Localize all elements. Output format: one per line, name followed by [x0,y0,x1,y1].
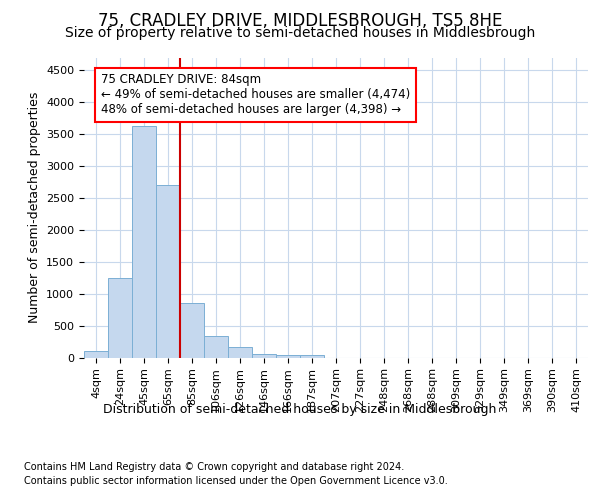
Text: 75, CRADLEY DRIVE, MIDDLESBROUGH, TS5 8HE: 75, CRADLEY DRIVE, MIDDLESBROUGH, TS5 8H… [98,12,502,30]
Bar [204,336,228,357]
Y-axis label: Number of semi-detached properties: Number of semi-detached properties [28,92,41,323]
Text: 75 CRADLEY DRIVE: 84sqm
← 49% of semi-detached houses are smaller (4,474)
48% of: 75 CRADLEY DRIVE: 84sqm ← 49% of semi-de… [101,74,410,116]
Bar [300,355,324,358]
Text: Distribution of semi-detached houses by size in Middlesbrough: Distribution of semi-detached houses by … [103,402,497,415]
Bar [276,354,300,358]
Bar [228,348,252,358]
Bar [180,303,204,358]
Text: Contains HM Land Registry data © Crown copyright and database right 2024.: Contains HM Land Registry data © Crown c… [24,462,404,472]
Bar [252,354,276,358]
Bar [132,126,156,358]
Bar [84,351,108,358]
Bar [156,185,180,358]
Text: Size of property relative to semi-detached houses in Middlesbrough: Size of property relative to semi-detach… [65,26,535,40]
Text: Contains public sector information licensed under the Open Government Licence v3: Contains public sector information licen… [24,476,448,486]
Bar [108,278,132,357]
